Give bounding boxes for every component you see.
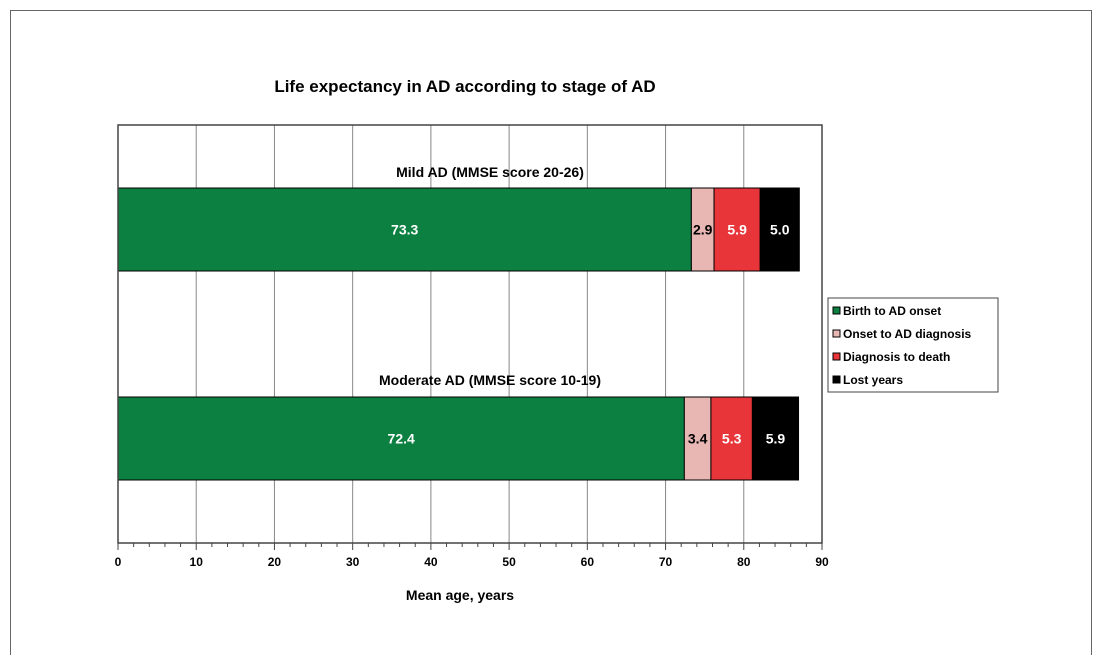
x-tick-label: 30 bbox=[346, 555, 360, 569]
x-tick-label: 0 bbox=[115, 555, 122, 569]
x-tick-label: 80 bbox=[737, 555, 751, 569]
legend-swatch bbox=[832, 329, 841, 338]
legend-entry: Lost years bbox=[843, 373, 903, 387]
legend-entry: Birth to AD onset bbox=[843, 304, 941, 318]
x-tick-label: 40 bbox=[424, 555, 438, 569]
legend-swatch bbox=[832, 306, 841, 315]
data-label: 2.9 bbox=[693, 222, 713, 238]
data-label: 5.9 bbox=[727, 222, 747, 238]
x-tick-label: 20 bbox=[268, 555, 282, 569]
data-label: 5.9 bbox=[766, 431, 786, 447]
x-axis-title: Mean age, years bbox=[406, 587, 514, 603]
bar-segment bbox=[751, 396, 800, 481]
data-label: 72.4 bbox=[388, 431, 415, 447]
data-label: 5.0 bbox=[770, 222, 790, 238]
category-label: Mild AD (MMSE score 20-26) bbox=[396, 164, 584, 180]
legend-entry: Diagnosis to death bbox=[843, 350, 950, 364]
legend: Birth to AD onset Onset to AD diagnosis Di… bbox=[827, 297, 999, 393]
legend-box bbox=[827, 297, 999, 393]
x-tick-label: 50 bbox=[502, 555, 516, 569]
legend-swatch bbox=[832, 352, 841, 361]
x-axis-ticks: 0 10 20 30 40 50 60 70 80 90 bbox=[115, 543, 829, 569]
legend-entry: Onset to AD diagnosis bbox=[843, 327, 972, 341]
bar-segment bbox=[713, 187, 761, 272]
bar-segment bbox=[759, 187, 800, 272]
plot-area-border bbox=[117, 124, 823, 544]
data-label: 73.3 bbox=[391, 222, 418, 238]
x-tick-label: 10 bbox=[190, 555, 204, 569]
figure-frame bbox=[10, 10, 1092, 655]
bar-segment bbox=[117, 396, 685, 481]
data-label: 3.4 bbox=[688, 431, 708, 447]
category-label: Moderate AD (MMSE score 10-19) bbox=[379, 372, 601, 388]
x-tick-label: 60 bbox=[581, 555, 595, 569]
bars: Mild AD (MMSE score 20-26) 73.3 2.9 5.9 5.0 M… bbox=[117, 164, 800, 481]
x-tick-label: 90 bbox=[815, 555, 829, 569]
legend-swatch bbox=[832, 375, 841, 384]
bar-segment bbox=[683, 396, 712, 481]
chart-title: Life expectancy in AD according to stage… bbox=[274, 77, 655, 96]
bar-segment bbox=[710, 396, 753, 481]
x-tick-label: 70 bbox=[659, 555, 673, 569]
data-label: 5.3 bbox=[722, 431, 742, 447]
